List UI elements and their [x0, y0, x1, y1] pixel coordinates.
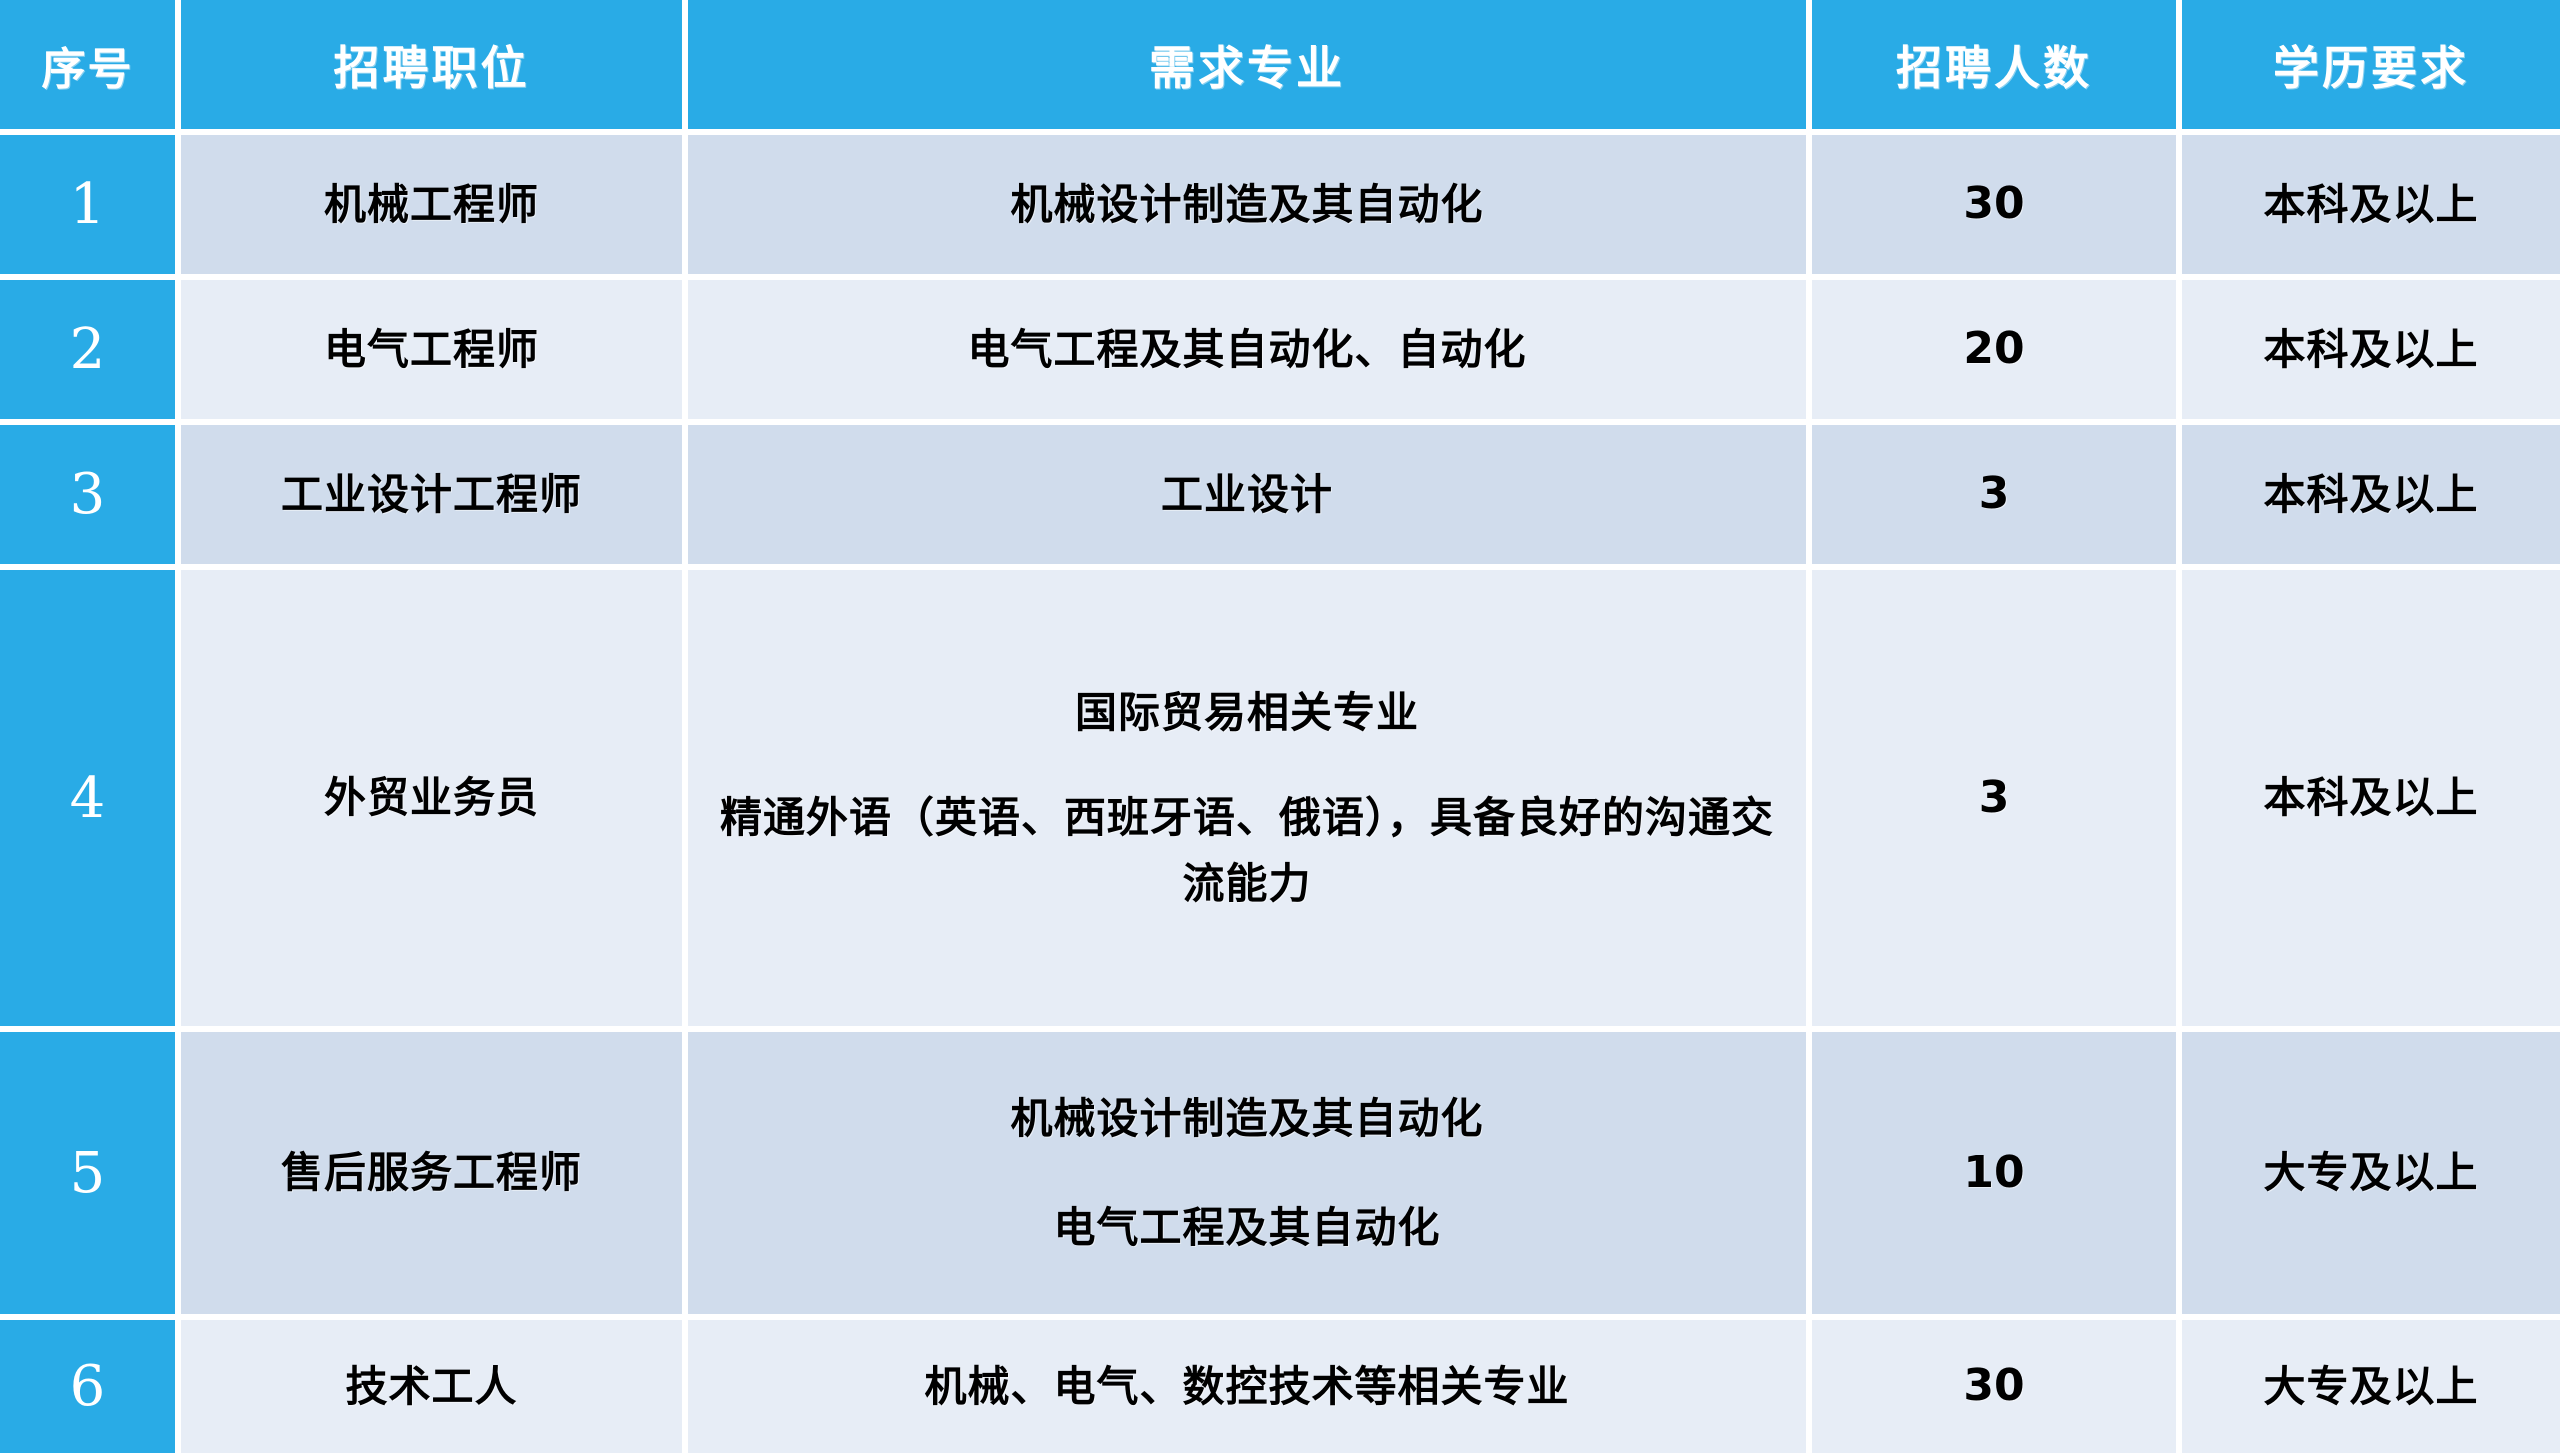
row-education-cell: 大专及以上: [2182, 1320, 2560, 1453]
row-index-cell: 5: [0, 1032, 181, 1320]
row-position-cell: 机械工程师: [181, 135, 688, 280]
column-header-position: 招聘职位: [181, 0, 688, 135]
table-row: 3 工业设计工程师 工业设计 3 本科及以上: [0, 425, 2560, 570]
row-major-cell: 机械、电气、数控技术等相关专业: [688, 1320, 1812, 1453]
table-row: 2 电气工程师 电气工程及其自动化、自动化 20 本科及以上: [0, 280, 2560, 425]
row-count-cell: 3: [1812, 570, 2182, 1032]
row-education-cell: 本科及以上: [2182, 570, 2560, 1032]
table-header-row: 序号 招聘职位 需求专业 招聘人数 学历要求: [0, 0, 2560, 135]
row-position-cell: 售后服务工程师: [181, 1032, 688, 1320]
row-index-cell: 6: [0, 1320, 181, 1453]
major-line: 国际贸易相关专业: [1074, 688, 1419, 738]
row-position-cell: 电气工程师: [181, 280, 688, 425]
major-line: 电气工程及其自动化: [1053, 1203, 1441, 1252]
column-header-count: 招聘人数: [1812, 0, 2182, 135]
major-line: 机械设计制造及其自动化: [1010, 179, 1484, 229]
row-count-cell: 20: [1812, 280, 2182, 425]
row-count-cell: 30: [1812, 1320, 2182, 1453]
major-line: 电气工程及其自动化、自动化: [967, 324, 1527, 374]
row-index-cell: 2: [0, 280, 181, 425]
table-row: 6 技术工人 机械、电气、数控技术等相关专业 30 大专及以上: [0, 1320, 2560, 1453]
row-major-cell: 工业设计: [688, 425, 1812, 570]
column-header-education: 学历要求: [2182, 0, 2560, 135]
row-count-cell: 30: [1812, 135, 2182, 280]
row-education-cell: 本科及以上: [2182, 425, 2560, 570]
row-count-cell: 3: [1812, 425, 2182, 570]
row-position-cell: 外贸业务员: [181, 570, 688, 1032]
row-index-cell: 4: [0, 570, 181, 1032]
row-major-cell: 电气工程及其自动化、自动化: [688, 280, 1812, 425]
row-education-cell: 本科及以上: [2182, 280, 2560, 425]
row-position-cell: 工业设计工程师: [181, 425, 688, 570]
major-line: 精通外语（英语、西班牙语、俄语），具备良好的沟通交流能力: [719, 793, 1774, 908]
row-major-cell: 国际贸易相关专业 精通外语（英语、西班牙语、俄语），具备良好的沟通交流能力: [688, 570, 1812, 1032]
row-index-cell: 3: [0, 425, 181, 570]
table-row: 4 外贸业务员 国际贸易相关专业 精通外语（英语、西班牙语、俄语），具备良好的沟…: [0, 570, 2560, 1032]
row-position-cell: 技术工人: [181, 1320, 688, 1453]
table-row: 1 机械工程师 机械设计制造及其自动化 30 本科及以上: [0, 135, 2560, 280]
row-major-cell: 机械设计制造及其自动化 电气工程及其自动化: [688, 1032, 1812, 1320]
major-line: 机械、电气、数控技术等相关专业: [924, 1361, 1570, 1411]
major-line: 工业设计: [1160, 469, 1333, 519]
column-header-major: 需求专业: [688, 0, 1812, 135]
row-major-cell: 机械设计制造及其自动化: [688, 135, 1812, 280]
row-index-cell: 1: [0, 135, 181, 280]
column-header-index: 序号: [0, 0, 181, 135]
row-count-cell: 10: [1812, 1032, 2182, 1320]
major-line: 机械设计制造及其自动化: [1010, 1093, 1484, 1143]
table-row: 5 售后服务工程师 机械设计制造及其自动化 电气工程及其自动化 10 大专及以上: [0, 1032, 2560, 1320]
row-education-cell: 本科及以上: [2182, 135, 2560, 280]
row-education-cell: 大专及以上: [2182, 1032, 2560, 1320]
